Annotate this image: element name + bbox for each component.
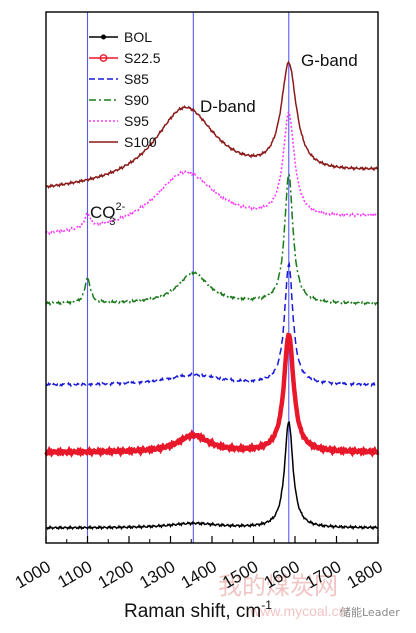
legend-label-s90: S90 <box>124 92 149 108</box>
legend: BOL S22.5 S85 S90 S95 S100 <box>89 29 161 150</box>
d-band-annotation: D-band <box>200 97 256 116</box>
legend-label-s85: S85 <box>124 71 149 87</box>
series-layer <box>44 60 380 531</box>
series-line-s85 <box>45 261 379 388</box>
carbonate-annotation-sup: 2- <box>116 201 126 213</box>
series-line-s90 <box>45 173 379 307</box>
watermark-credit: 储能Leader <box>340 605 400 619</box>
x-tick-label-1400: 1400 <box>178 557 220 592</box>
x-axis-label-superscript: -1 <box>261 598 272 612</box>
watermark: 我的煤炭网 www.mycoal.cn 储能Leader <box>218 572 400 619</box>
x-ticks <box>45 536 379 543</box>
legend-label-bol: BOL <box>124 29 152 45</box>
x-tick-label-1100: 1100 <box>54 557 95 592</box>
watermark-site-cn: 我的煤炭网 <box>218 572 338 600</box>
legend-marker <box>99 54 108 62</box>
series-line-bol <box>46 420 379 531</box>
legend-label-s95: S95 <box>124 113 149 129</box>
series-line-s100 <box>45 60 379 189</box>
carbonate-annotation-base: CO <box>90 203 116 222</box>
legend-marker <box>101 34 106 40</box>
g-band-annotation: G-band <box>301 51 358 70</box>
carbonate-annotation-sub: 3 <box>109 216 115 228</box>
legend-label-s22-5: S22.5 <box>124 50 161 66</box>
x-tick-label-1000: 1000 <box>12 557 54 592</box>
vertical-lines <box>86 12 290 543</box>
series-line-s22-5 <box>44 332 380 458</box>
plot-frame <box>45 11 379 544</box>
x-axis-label-text: Raman shift, cm <box>124 601 261 622</box>
x-tick-label-1200: 1200 <box>95 557 137 592</box>
watermark-site-url: www.mycoal.cn <box>249 603 346 619</box>
x-tick-label-1300: 1300 <box>136 557 178 592</box>
legend-label-s100: S100 <box>124 134 157 150</box>
x-axis-label: Raman shift, cm-1 <box>124 598 272 622</box>
carbonate-annotation: CO2-3 <box>90 201 126 228</box>
x-tick-label-1800: 1800 <box>344 557 386 592</box>
